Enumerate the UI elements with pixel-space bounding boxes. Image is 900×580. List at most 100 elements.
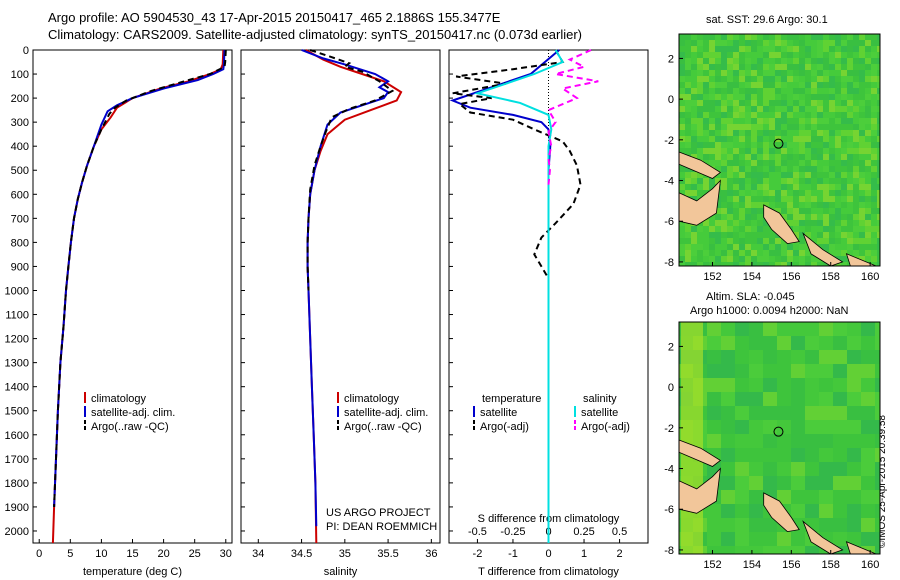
map-cell [727,46,733,52]
map-cell [829,100,835,106]
map-cell [749,504,763,518]
map-cell [697,106,703,112]
map-cell [709,232,715,238]
map-cell [775,256,781,262]
map-cell [685,112,691,118]
land-polygon [763,204,800,245]
map-cell [823,178,829,184]
map-cell [751,142,757,148]
map-cell [871,112,877,118]
map-cell [727,250,733,256]
lon-tick-label: 154 [743,559,761,571]
map-cell [871,130,877,136]
map-cell [877,70,880,76]
map-cell [805,136,811,142]
map-cell [739,172,745,178]
map-cell [847,124,853,130]
x-axis-label: temperature (deg C) [83,566,182,578]
map-cell [739,106,745,112]
map-cell [697,76,703,82]
map-cell [835,202,841,208]
map-cell [697,118,703,124]
map-cell [811,190,817,196]
map-cell [685,130,691,136]
map-cell [685,88,691,94]
map-cell [829,190,835,196]
map-cell [735,350,749,364]
map-cell [697,82,703,88]
map-cell [739,154,745,160]
s-tick-label: -0.5 [468,526,487,538]
map-cell [823,226,829,232]
map-cell [697,130,703,136]
map-cell [751,94,757,100]
map-cell [817,172,823,178]
map-cell [871,148,877,154]
map-cell [733,184,739,190]
map-cell [739,214,745,220]
map-cell [877,232,880,238]
legend-label: climatology [91,393,147,405]
map-cell [709,154,715,160]
map-cell [727,196,733,202]
map-cell [841,262,847,266]
map-cell [841,88,847,94]
map-cell [775,142,781,148]
float-position-marker [773,138,784,149]
map-cell [781,118,787,124]
map-cell [823,238,829,244]
map-cell [793,130,799,136]
map-cell [871,142,877,148]
map-cell [709,52,715,58]
depth-tick-label: 500 [11,165,29,177]
map-cell [829,148,835,154]
map-cell [749,490,763,504]
depth-tick-label: 200 [11,93,29,105]
map-cell [721,262,727,266]
map-cell [847,178,853,184]
map-cell [745,40,751,46]
land-polygon [763,492,800,533]
map-cell [691,82,697,88]
map-cell [727,100,733,106]
map-cell [775,190,781,196]
map-cell [697,262,703,266]
map-cell [721,82,727,88]
map-cell [757,214,763,220]
map-cell [777,322,791,336]
map-cell [781,70,787,76]
map-cell [697,58,703,64]
map-cell [853,196,859,202]
map-cell [739,190,745,196]
map-cell [697,70,703,76]
map-cell [877,262,880,266]
series-line-argoadj [452,49,582,291]
map-cell [781,112,787,118]
map-cell [739,196,745,202]
map-cell [787,160,793,166]
map-cell [721,256,727,262]
map-cell [781,262,787,266]
map-cell [787,64,793,70]
map-cell [697,52,703,58]
map-cell [835,76,841,82]
map-cell [769,184,775,190]
x-tick-label: 20 [157,548,169,560]
map-cell [721,208,727,214]
map-cell [777,406,791,420]
map-cell [745,202,751,208]
map-cell [769,52,775,58]
map-cell [841,94,847,100]
map-cell [799,64,805,70]
map-cell [707,378,721,392]
map-cell [679,46,685,52]
map-cell [727,232,733,238]
map-cell [775,238,781,244]
map-cell [757,136,763,142]
map-cell [811,40,817,46]
map-cell [859,34,865,40]
map-cell [799,262,805,266]
map-cell [805,226,811,232]
depth-tick-label: 100 [11,69,29,81]
map-cell [697,232,703,238]
